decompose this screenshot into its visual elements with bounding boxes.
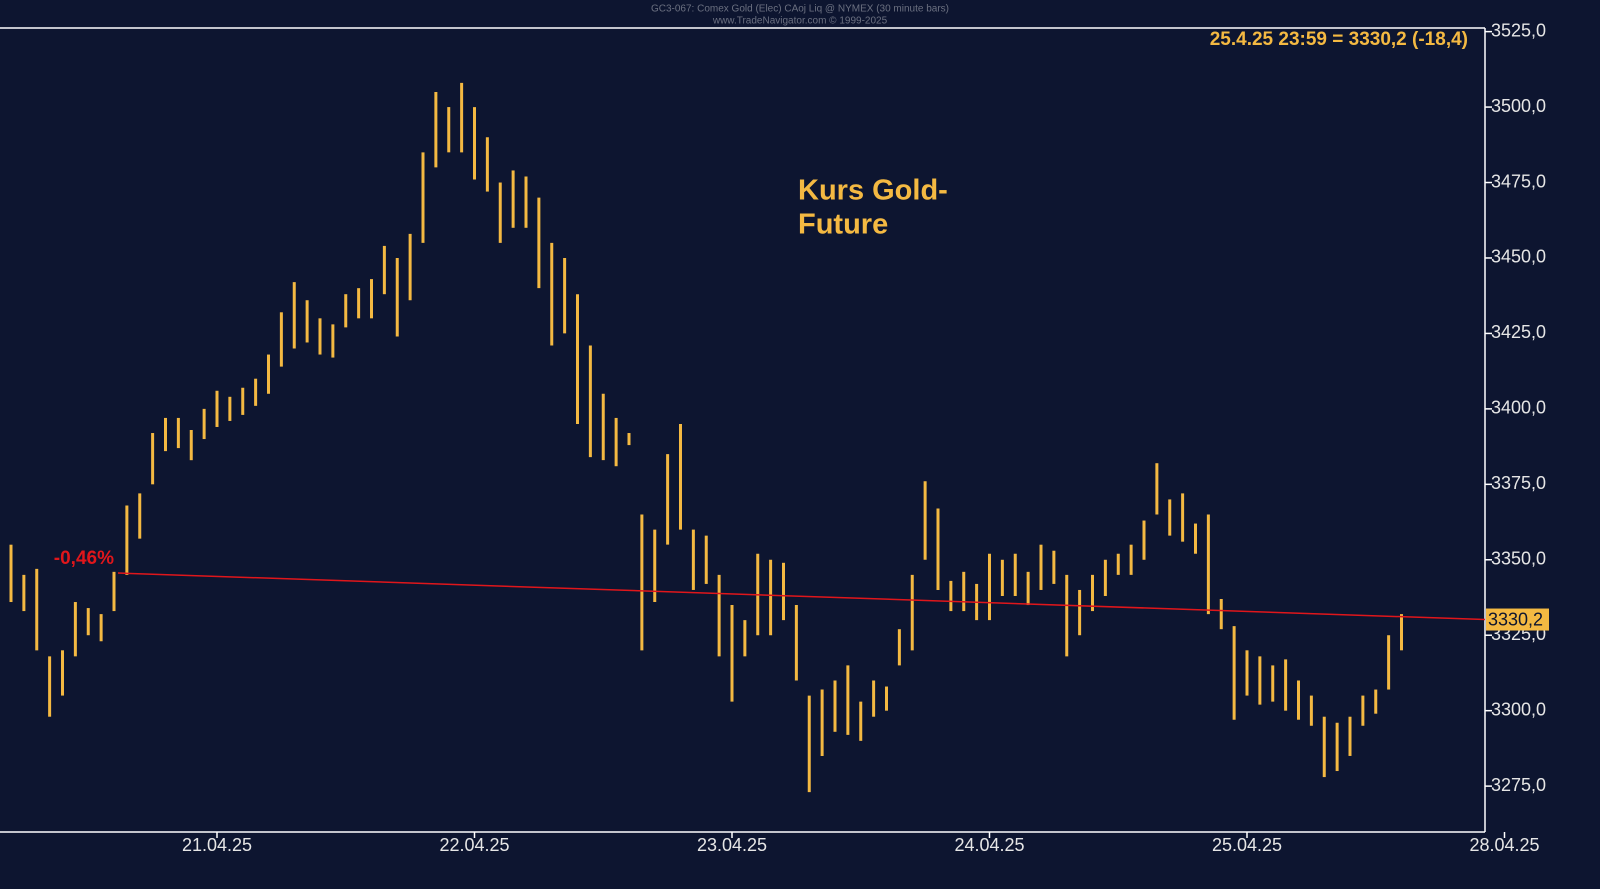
x-tick-label: 24.04.25 [954, 835, 1024, 855]
x-tick-label: 22.04.25 [439, 835, 509, 855]
annotation-line: Kurs Gold- [798, 175, 948, 207]
y-tick-label: 3475,0 [1491, 171, 1546, 191]
y-tick-label: 3500,0 [1491, 96, 1546, 116]
header-quote: 25.4.25 23:59 = 3330,2 (-18,4) [1210, 29, 1468, 50]
y-tick-label: 3350,0 [1491, 549, 1546, 569]
x-tick-label: 23.04.25 [697, 835, 767, 855]
y-tick-label: 3400,0 [1491, 398, 1546, 418]
reference-label: -0,46% [54, 548, 114, 569]
y-tick-label: 3425,0 [1491, 322, 1546, 342]
y-tick-label: 3300,0 [1491, 699, 1546, 719]
x-tick-label: 28.04.25 [1469, 835, 1539, 855]
annotation-line: Future [798, 209, 888, 241]
last-price-tag [1486, 608, 1549, 631]
x-tick-label: 21.04.25 [182, 835, 252, 855]
y-tick-label: 3375,0 [1491, 473, 1546, 493]
x-tick-label: 25.04.25 [1212, 835, 1282, 855]
last-price-label: 3330,2 [1488, 609, 1543, 629]
reference-line [117, 572, 1486, 621]
y-tick-label: 3525,0 [1491, 20, 1546, 40]
chart-subtitle: www.TradeNavigator.com © 1999-2025 [712, 16, 888, 27]
y-tick-label: 3275,0 [1491, 775, 1546, 795]
y-tick-label: 3450,0 [1491, 247, 1546, 267]
chart-title: GC3-067: Comex Gold (Elec) CAoj Liq @ NY… [651, 4, 949, 15]
